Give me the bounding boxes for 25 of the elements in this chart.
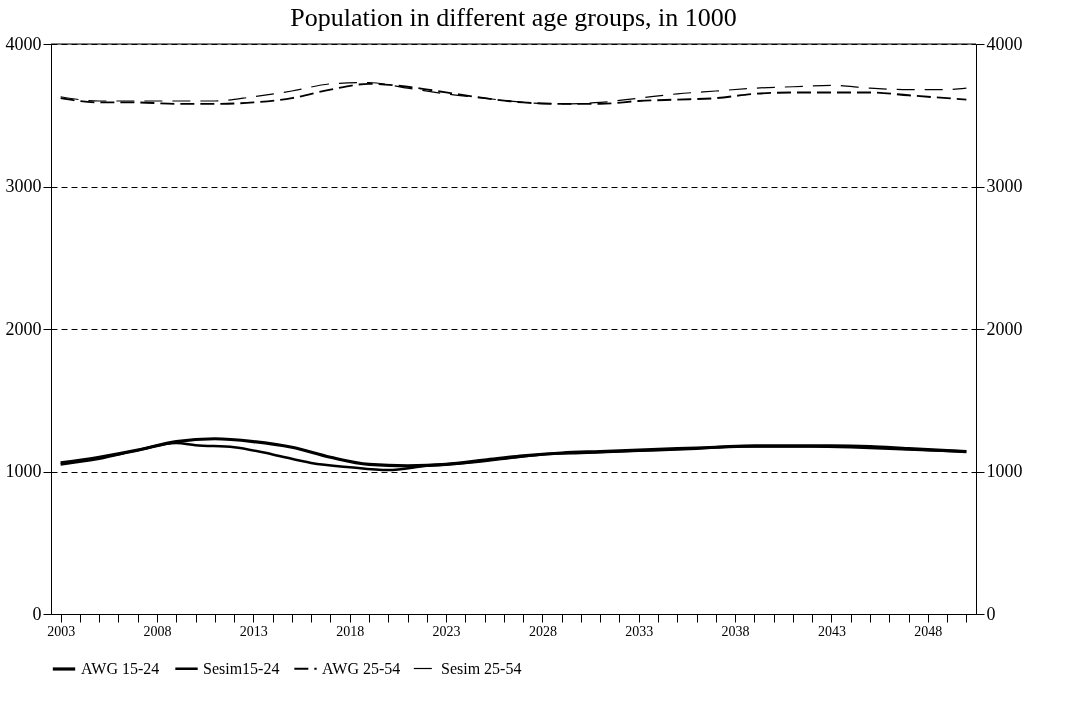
legend-label: Sesim 25-54 — [441, 659, 522, 677]
chart-title: Population in different age groups, in 1000 — [290, 3, 737, 32]
x-tick-label: 2038 — [721, 623, 750, 639]
x-tick-label: 2018 — [336, 623, 365, 639]
legend-label: AWG 15-24 — [81, 660, 160, 677]
x-tick-label: 2023 — [432, 623, 461, 639]
y-tick-label: 1000 — [5, 461, 42, 481]
legend-label: Sesim15-24 — [203, 659, 280, 677]
x-tick-label: 2043 — [817, 623, 846, 639]
y2-tick-label: 1000 — [986, 461, 1023, 481]
x-tick-label: 2028 — [528, 623, 557, 639]
y-tick-label: 3000 — [5, 176, 42, 196]
legend-label: AWG 25-54 — [322, 659, 401, 677]
y2-tick-label: 0 — [986, 603, 996, 624]
y2-tick-label: 4000 — [986, 33, 1023, 54]
x-tick-label: 2048 — [914, 623, 943, 639]
x-tick-label: 2013 — [239, 623, 268, 639]
x-tick-label: 2033 — [625, 623, 654, 639]
y2-tick-label: 3000 — [986, 176, 1023, 196]
y-tick-label: 2000 — [5, 318, 42, 339]
y-tick-label: 4000 — [5, 33, 42, 54]
x-tick-label: 2003 — [47, 623, 76, 639]
x-tick-label: 2008 — [143, 623, 172, 639]
y2-tick-label: 2000 — [986, 318, 1023, 339]
y-tick-label: 0 — [32, 603, 42, 624]
